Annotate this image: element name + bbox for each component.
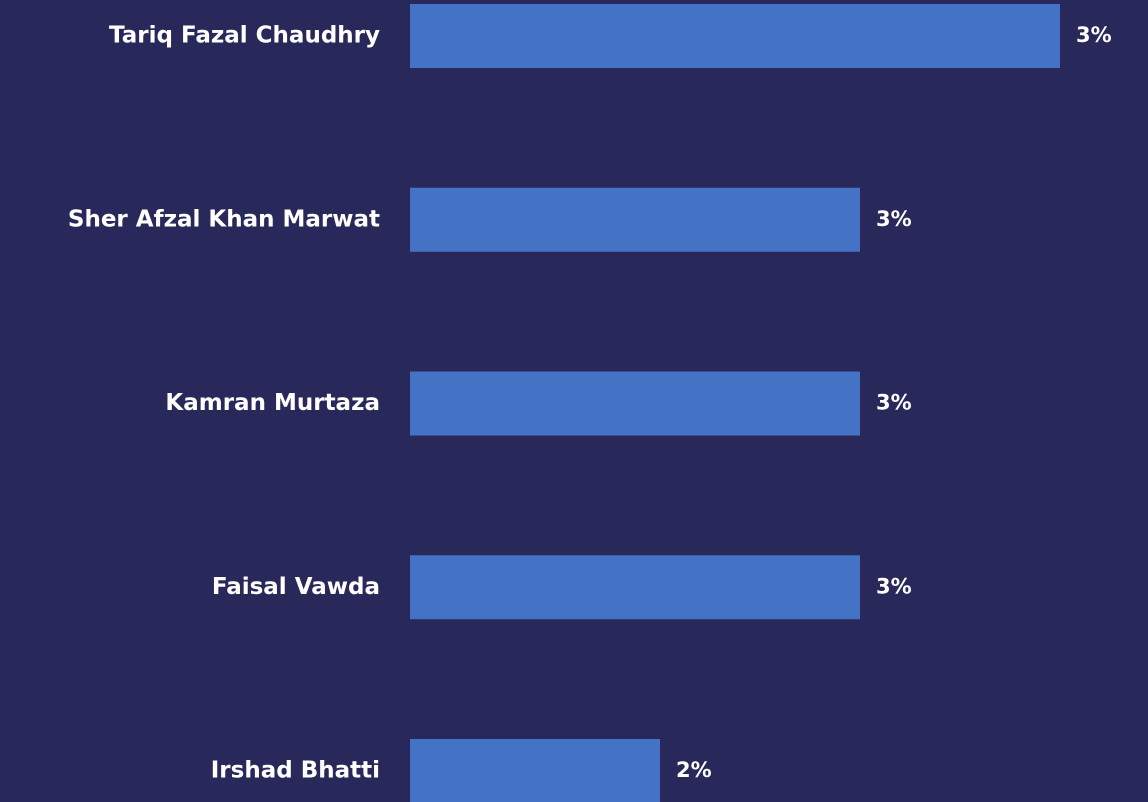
- data-label: 3%: [876, 207, 912, 231]
- category-label: Irshad Bhatti: [211, 758, 380, 784]
- bar: [410, 555, 860, 620]
- bar: [410, 371, 860, 436]
- data-label: 3%: [876, 574, 912, 598]
- data-label: 3%: [876, 391, 912, 415]
- data-label: 3%: [1076, 23, 1112, 47]
- category-label: Faisal Vawda: [212, 574, 380, 600]
- category-label: Sher Afzal Khan Marwat: [68, 206, 380, 232]
- bar: [410, 4, 1060, 68]
- category-label: Tariq Fazal Chaudhry: [109, 23, 380, 49]
- data-label: 2%: [676, 758, 712, 782]
- bar: [410, 187, 860, 252]
- category-label: Kamran Murtaza: [165, 390, 380, 416]
- bar: [410, 739, 660, 802]
